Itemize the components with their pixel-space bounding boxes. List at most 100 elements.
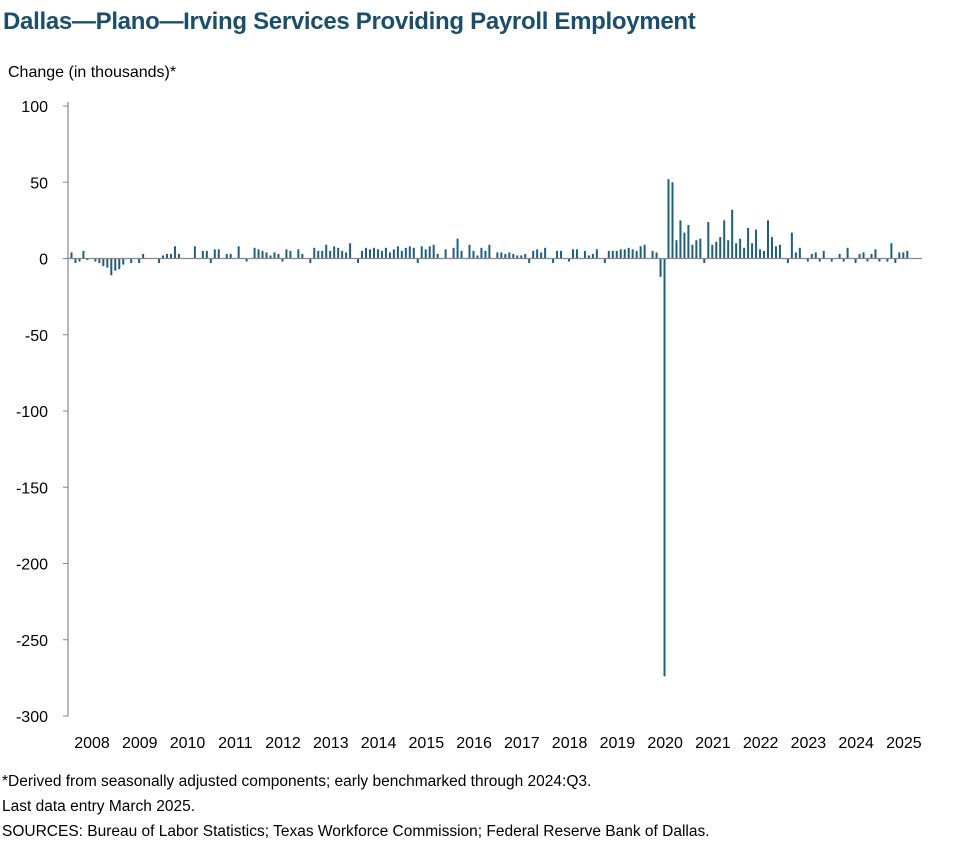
bar — [321, 250, 324, 259]
bar — [516, 255, 519, 259]
bar — [285, 249, 288, 259]
bar — [404, 247, 407, 259]
bar — [707, 221, 710, 259]
x-tick-label: 2011 — [218, 735, 253, 752]
bar — [830, 258, 833, 262]
bar — [735, 243, 738, 259]
x-tick-label: 2010 — [170, 735, 206, 752]
x-tick-label: 2018 — [552, 735, 588, 752]
bar — [480, 247, 483, 259]
x-axis: 2008 2009 2010 2011 2012 2013 2014 2015 2016 2017… — [74, 735, 922, 752]
bar — [524, 253, 527, 259]
bar — [118, 258, 121, 270]
x-tick-label: 2012 — [265, 735, 301, 752]
bar — [810, 253, 813, 259]
bar — [655, 252, 658, 259]
bar — [468, 244, 471, 259]
bar — [552, 258, 555, 264]
bar — [695, 240, 698, 259]
bar — [237, 246, 240, 259]
bar — [878, 258, 881, 262]
footnote-sources: SOURCES: Bureau of Labor Statistics; Tex… — [2, 823, 710, 840]
y-axis-label: Change (in thousands)* — [8, 64, 177, 81]
bar — [838, 253, 841, 259]
bar — [245, 258, 248, 262]
y-tick-label: -100 — [16, 404, 48, 421]
bar — [886, 258, 889, 262]
bar — [587, 255, 590, 259]
bar — [774, 246, 777, 259]
bar — [130, 258, 133, 264]
y-tick-label: -50 — [25, 328, 48, 345]
bar — [166, 253, 169, 259]
bar — [384, 247, 387, 259]
bar — [540, 252, 543, 259]
bar — [675, 240, 678, 259]
bar — [329, 250, 332, 259]
bar — [94, 258, 97, 262]
bar — [253, 247, 256, 259]
bar — [679, 220, 682, 259]
y-tick-label: 0 — [39, 252, 48, 269]
bar — [217, 249, 220, 259]
bar — [177, 253, 180, 259]
bar — [790, 232, 793, 259]
bar — [309, 258, 312, 264]
bar — [571, 249, 574, 259]
bar — [890, 243, 893, 259]
bar — [623, 249, 626, 259]
x-tick-label: 2025 — [886, 735, 922, 752]
footnote-derivation: *Derived from seasonally adjusted compon… — [2, 773, 592, 790]
bar — [687, 224, 690, 259]
bar — [496, 252, 499, 259]
bar — [436, 253, 439, 259]
bar — [313, 247, 316, 259]
bar — [532, 250, 535, 259]
bar — [472, 250, 475, 259]
x-tick-label: 2013 — [313, 735, 349, 752]
bar — [846, 247, 849, 259]
bar — [428, 246, 431, 259]
x-tick-label: 2008 — [74, 735, 110, 752]
bar — [369, 249, 371, 259]
bar — [504, 253, 507, 259]
bar — [173, 246, 176, 259]
x-tick-label: 2016 — [456, 735, 492, 752]
bar — [261, 250, 264, 259]
bar — [225, 253, 228, 259]
bar — [273, 252, 276, 259]
bar — [114, 258, 117, 271]
y-tick-label: -200 — [16, 557, 48, 574]
bar — [906, 250, 909, 259]
bar — [229, 253, 232, 259]
bar — [631, 249, 634, 259]
bar — [747, 228, 750, 259]
bar — [500, 252, 503, 259]
x-tick-label: 2023 — [791, 735, 827, 752]
bar — [715, 241, 718, 259]
y-tick-label: -300 — [16, 709, 48, 726]
bar — [277, 253, 280, 259]
bar — [416, 258, 419, 264]
bar — [778, 244, 781, 259]
bar — [611, 250, 614, 259]
x-tick-label: 2009 — [122, 735, 158, 752]
bar — [806, 258, 809, 262]
bar — [651, 250, 654, 259]
bar — [408, 246, 411, 259]
bar — [388, 252, 391, 259]
bar — [699, 238, 702, 259]
bar — [763, 250, 766, 259]
bar — [544, 247, 547, 259]
bar — [898, 252, 901, 259]
bar — [854, 258, 857, 264]
bar — [269, 255, 272, 259]
bar — [595, 249, 598, 259]
bar — [70, 252, 73, 259]
bar — [106, 258, 109, 268]
bar — [82, 250, 85, 259]
footnote-last-entry: Last data entry March 2025. — [2, 798, 196, 815]
bar — [98, 258, 101, 264]
bar — [412, 247, 415, 259]
